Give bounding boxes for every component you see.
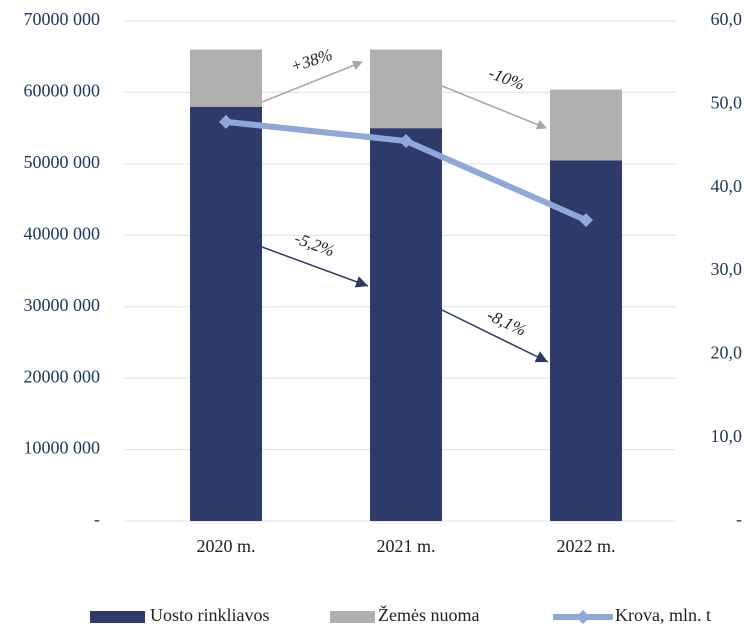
bar bbox=[190, 49, 262, 107]
legend-label: Žemės nuoma bbox=[378, 604, 479, 625]
y-tick-label: 50000 000 bbox=[24, 152, 101, 172]
legend-swatch bbox=[330, 611, 375, 623]
line-marker bbox=[219, 114, 233, 129]
legend-label: Uosto rinkliavos bbox=[150, 605, 270, 625]
legend-label: Krova, mln. t bbox=[615, 605, 711, 625]
y2-tick-label: 50,0 bbox=[711, 92, 743, 112]
arrow bbox=[261, 246, 369, 288]
y2-tick-label: 20,0 bbox=[711, 342, 743, 362]
y2-tick-label: 10,0 bbox=[711, 426, 743, 446]
annotation: -5,2% bbox=[292, 229, 337, 261]
y-tick-label: 40000 000 bbox=[24, 223, 101, 243]
y-tick-label: - bbox=[94, 509, 100, 529]
y-tick-label: 60000 000 bbox=[24, 81, 101, 101]
annotation: -10% bbox=[486, 63, 527, 93]
x-tick-label: 2022 m. bbox=[556, 536, 615, 556]
x-tick-label: 2021 m. bbox=[376, 536, 435, 556]
legend-swatch bbox=[90, 611, 145, 623]
bar bbox=[190, 106, 262, 521]
annotation: +38% bbox=[288, 45, 334, 76]
y-tick-label: 10000 000 bbox=[24, 438, 101, 458]
line-marker bbox=[399, 134, 413, 148]
y-tick-label: 70000 000 bbox=[24, 9, 101, 29]
y-tick-label: 20000 000 bbox=[24, 366, 101, 386]
x-tick-label: 2020 m. bbox=[196, 536, 255, 556]
y2-tick-label: 40,0 bbox=[711, 176, 743, 196]
line-marker bbox=[579, 213, 593, 228]
arrow bbox=[261, 60, 363, 103]
bar bbox=[370, 49, 442, 129]
y2-tick-label: 30,0 bbox=[711, 259, 743, 279]
bar bbox=[550, 89, 622, 161]
bar bbox=[370, 128, 442, 521]
arrow bbox=[441, 309, 549, 363]
y2-tick-label: - bbox=[736, 509, 742, 529]
arrow bbox=[441, 85, 547, 130]
legend-swatch bbox=[576, 610, 590, 624]
y2-tick-label: 60,0 bbox=[711, 9, 743, 29]
y-tick-label: 30000 000 bbox=[24, 295, 101, 315]
